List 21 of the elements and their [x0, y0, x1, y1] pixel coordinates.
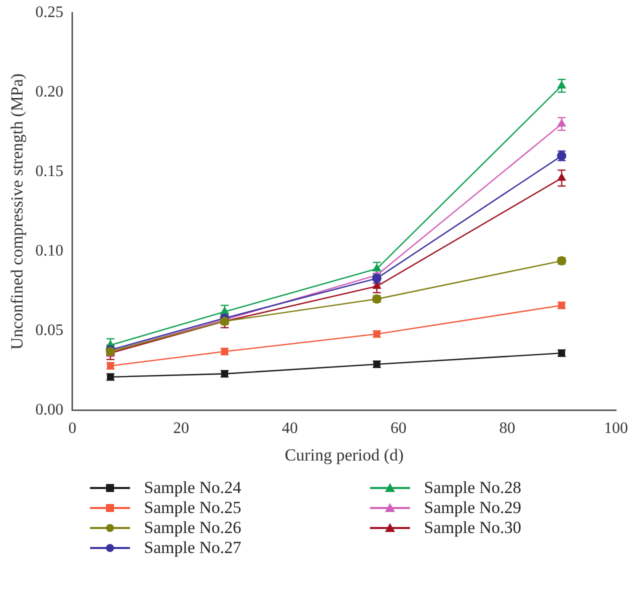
y-tick-label: 0.15	[35, 162, 64, 180]
legend-label: Sample No.24	[144, 478, 242, 498]
legend-label: Sample No.26	[144, 518, 242, 538]
x-axis-title: Curing period (d)	[284, 445, 404, 464]
y-tick-label: 0.05	[35, 322, 64, 340]
x-tick-label: 20	[173, 420, 190, 438]
x-tick-label: 100	[604, 420, 628, 438]
x-tick-label: 80	[499, 420, 516, 438]
y-tick-label: 0.00	[35, 402, 64, 419]
legend-label: Sample No.29	[424, 498, 522, 518]
legend-label: Sample No.25	[144, 498, 242, 518]
y-axis-title: Unconfined compressive strength (MPa)	[8, 73, 27, 350]
y-tick-label: 0.10	[35, 242, 64, 260]
y-tick-label: 0.20	[35, 83, 64, 100]
x-tick-label: 40	[282, 420, 298, 438]
x-tick-label: 0	[68, 420, 76, 438]
y-tick-label: 0.25	[35, 4, 64, 21]
x-tick-label: 60	[390, 420, 407, 438]
legend-label: Sample No.27	[144, 538, 242, 558]
legend-label: Sample No.28	[424, 478, 522, 498]
legend-label: Sample No.30	[424, 518, 522, 538]
